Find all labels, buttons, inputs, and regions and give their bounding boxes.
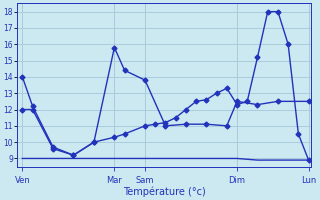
X-axis label: Température (°c): Température (°c) — [123, 186, 205, 197]
